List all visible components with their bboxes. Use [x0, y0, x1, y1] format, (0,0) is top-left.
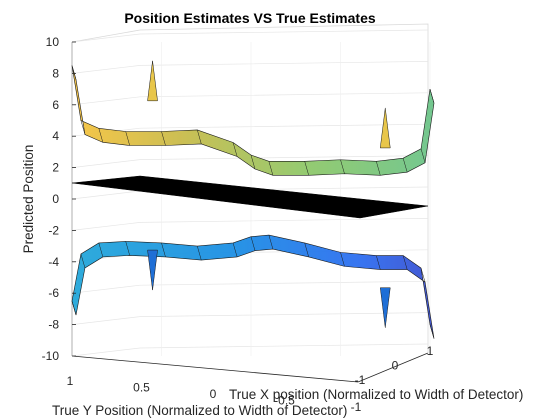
upper-surface-mesh-line [429, 89, 435, 104]
z-grid-line [71, 343, 429, 357]
upper-surface-mesh-line [71, 65, 77, 80]
z-tick-label: -10 [42, 349, 60, 363]
y-axis-label: True Y Position (Normalized to Width of … [52, 403, 347, 418]
x-tick-label: 0.5 [133, 381, 150, 395]
z-tick-label: -6 [48, 286, 59, 300]
plane-sheet [71, 175, 429, 219]
x-tick-label: 0 [210, 387, 217, 401]
z-tick-label: 8 [52, 66, 59, 80]
upper-surface-body [71, 65, 435, 176]
z-tick-label: 4 [52, 129, 59, 143]
x-tick-label: -1 [351, 400, 362, 414]
back-box-edge [71, 23, 429, 353]
lower-surface-mesh-line [429, 324, 435, 339]
lower-surface-mesh-line [304, 242, 309, 258]
upper-surface-mesh-line [340, 159, 345, 174]
z-grid-line [71, 61, 429, 74]
x-axis-line [71, 355, 359, 383]
z-tick-label: -8 [48, 318, 59, 332]
x-tick-labels: 1 0.5 0 -0.5 -1 [67, 374, 362, 414]
z-tick-label: 6 [52, 98, 59, 112]
z-axis-label: Predicted Position [21, 145, 36, 254]
zero-plane [71, 175, 429, 219]
z-tick-label: 0 [52, 192, 59, 206]
z-tick-label: -2 [48, 223, 59, 237]
z-tick-label: -4 [48, 255, 59, 269]
lower-surface-mesh-line [376, 255, 381, 270]
surfaces [71, 60, 435, 339]
lower-surface-mesh-line [71, 300, 77, 316]
upper-surface-mesh-line [420, 148, 426, 163]
upper-surface-spike [379, 107, 391, 149]
y-tick-label: 0 [392, 359, 399, 373]
lower-surface-spike [379, 287, 391, 328]
upper-surface-mesh-line [304, 161, 309, 176]
upper-surface-mesh-line [98, 128, 104, 143]
upper-surface-mesh-line [402, 158, 408, 173]
z-grid-line [71, 155, 429, 168]
chart-title: Position Estimates VS True Estimates [124, 10, 376, 26]
lower-surface-mesh-line [161, 242, 166, 258]
upper-surface-mesh-line [376, 161, 381, 176]
upper-surface-spike [147, 60, 158, 102]
upper-surface-mesh-line [80, 120, 86, 135]
lower-surface-mesh-line [80, 253, 86, 269]
z-grid-line [71, 312, 429, 325]
lower-surface-mesh-line [402, 255, 408, 270]
x-tick-label: 1 [67, 374, 74, 388]
y-tick-label: -1 [355, 373, 366, 387]
lower-surface-mesh-line [98, 242, 104, 258]
z-tick-labels: 10 8 6 4 2 0 -2 -4 -6 -8 -10 [42, 35, 76, 363]
lower-surface-mesh-line [268, 235, 274, 250]
upper-surface-mesh-line [161, 131, 166, 146]
lower-surface-mesh-line [420, 268, 426, 283]
lower-surface-mesh-line [125, 241, 130, 256]
lower-surface-mesh-line [340, 252, 345, 267]
y-tick-labels: -1 0 1 [355, 344, 434, 387]
y-tick-label: 1 [427, 344, 434, 358]
z-grid-line [71, 92, 429, 106]
upper-surface-mesh-line [197, 129, 202, 144]
z-tick-label: 10 [46, 35, 60, 49]
upper-surface-mesh-line [250, 154, 256, 170]
upper-surface-mesh-line [232, 142, 238, 157]
lower-surface-mesh-line [232, 242, 238, 258]
z-grid-line [71, 29, 429, 43]
z-grid-line [71, 280, 429, 294]
x-tick-label: -0.5 [274, 394, 295, 408]
upper-surface-mesh-line [268, 161, 274, 176]
x-axis-label: True X position (Normalized to Width of … [229, 387, 523, 402]
upper-surface-mesh-line [125, 131, 130, 146]
z-tick-label: 2 [52, 161, 59, 175]
lower-surface-mesh-line [250, 236, 256, 251]
y-axis-line [357, 352, 429, 383]
lower-surface-spike [147, 249, 158, 291]
lower-surface-mesh-line [197, 246, 202, 261]
z-grid-line [71, 218, 429, 231]
